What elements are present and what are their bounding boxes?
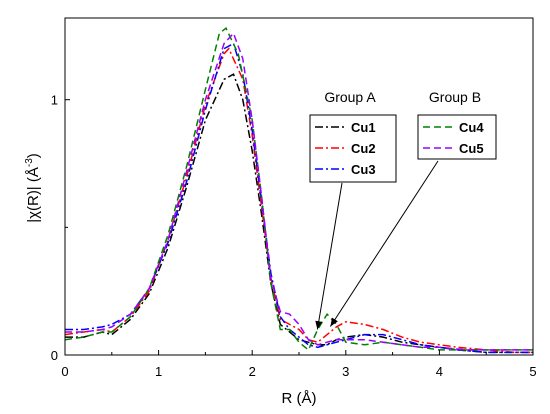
annotation-arrow-group-b-head [330,317,338,327]
legend-box [309,114,397,183]
y-axis-title-close: ) [25,153,42,158]
x-tick-label: 3 [342,364,349,379]
legend-label-cu4: Cu4 [459,120,484,135]
series-line-cu1 [65,73,533,354]
y-axis-title-main: |χ(R)| (Å [25,167,42,223]
legend-label-cu3: Cu3 [351,162,376,177]
annotation-arrow-group-a-head [315,320,323,330]
x-tick-label: 5 [529,364,536,379]
legend-label-cu5: Cu5 [459,141,484,156]
x-tick-label: 4 [436,364,443,379]
series-line-cu5 [65,31,533,351]
legend-box [417,114,497,160]
ticks-layer: 0 1 2 3 4 5 0 1 [51,93,537,379]
x-tick-label: 2 [249,364,256,379]
y-tick-label: 1 [51,93,58,108]
legend-label-cu2: Cu2 [351,141,376,156]
y-tick-label: 0 [51,348,58,363]
legend-group-title: Group A [324,89,376,105]
series-layer [64,27,533,354]
annotation-arrow-group-b-line [329,160,439,327]
legend-group-title: Group B [429,89,481,105]
legend-layer: Group A Cu1 Cu2 Cu3 Group B Cu4 Cu5 [309,89,497,183]
y-axis-title-exponent: -3 [24,158,35,167]
y-axis-title: |χ(R)| (Å-3) [24,153,42,223]
x-tick-label: 1 [155,364,162,379]
legend-label-cu1: Cu1 [351,120,376,135]
annotation-arrow-group-a-line [316,182,343,330]
annotation-layer [315,160,439,330]
x-tick-label: 0 [61,364,68,379]
x-axis-title: R (Å) [282,390,317,407]
